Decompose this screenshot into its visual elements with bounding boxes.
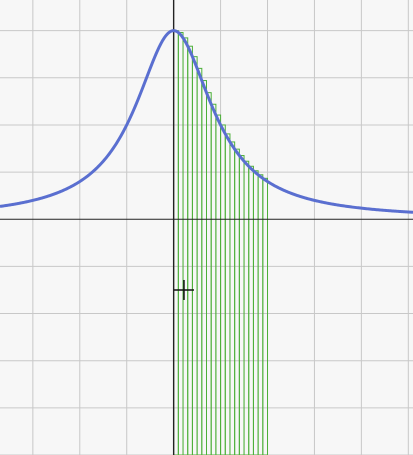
riemann-strip bbox=[220, 124, 226, 455]
riemann-strip bbox=[257, 174, 264, 455]
riemann-strips bbox=[173, 30, 269, 455]
riemann-strip bbox=[196, 67, 203, 455]
riemann-strip bbox=[177, 32, 184, 455]
riemann-strip bbox=[252, 170, 259, 455]
curve-layer bbox=[0, 29, 413, 214]
riemann-strip bbox=[224, 133, 231, 455]
riemann-strip bbox=[173, 30, 179, 455]
riemann-strip bbox=[243, 160, 250, 455]
riemann-strip bbox=[191, 56, 198, 455]
riemann-strip bbox=[210, 103, 217, 455]
riemann-strip bbox=[234, 148, 240, 455]
riemann-strip bbox=[238, 155, 245, 455]
cursor-crosshair bbox=[173, 279, 194, 300]
riemann-strip bbox=[248, 165, 254, 455]
riemann-strip bbox=[262, 177, 269, 455]
riemann-strip bbox=[215, 114, 222, 455]
riemann-strip bbox=[201, 80, 208, 455]
function-curve bbox=[0, 29, 413, 214]
riemann-strip bbox=[182, 37, 189, 455]
riemann-strip bbox=[206, 92, 212, 455]
riemann-strip bbox=[187, 45, 193, 455]
